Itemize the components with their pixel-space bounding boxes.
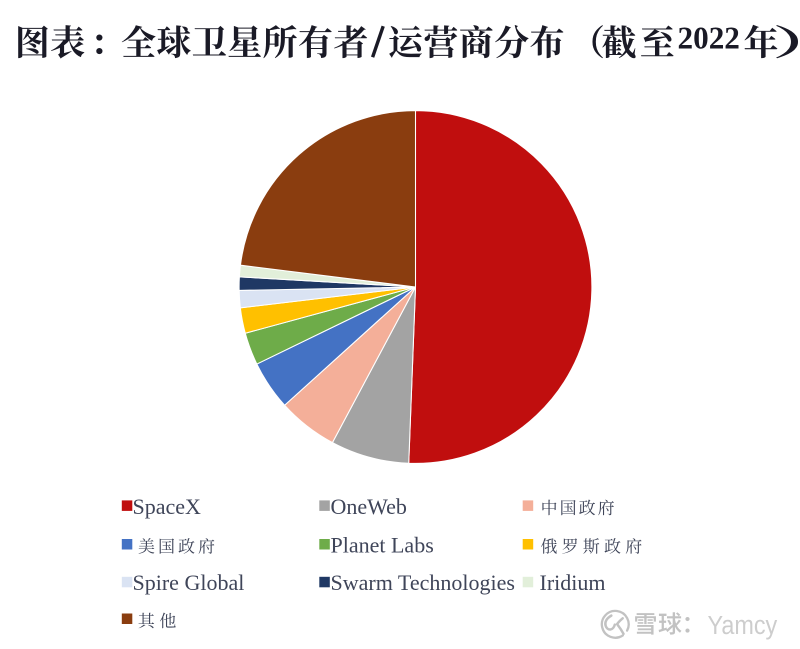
svg-text:Iridium: Iridium [540, 570, 606, 595]
svg-text:Swarm Technologies: Swarm Technologies [331, 570, 515, 595]
svg-text:SpaceX: SpaceX [133, 494, 202, 519]
svg-text:OneWeb: OneWeb [331, 494, 407, 519]
svg-text:Yamcy: Yamcy [708, 612, 778, 640]
svg-text:2022: 2022 [678, 21, 740, 56]
svg-text:Planet Labs: Planet Labs [331, 532, 434, 557]
svg-text:Spire Global: Spire Global [133, 570, 245, 595]
